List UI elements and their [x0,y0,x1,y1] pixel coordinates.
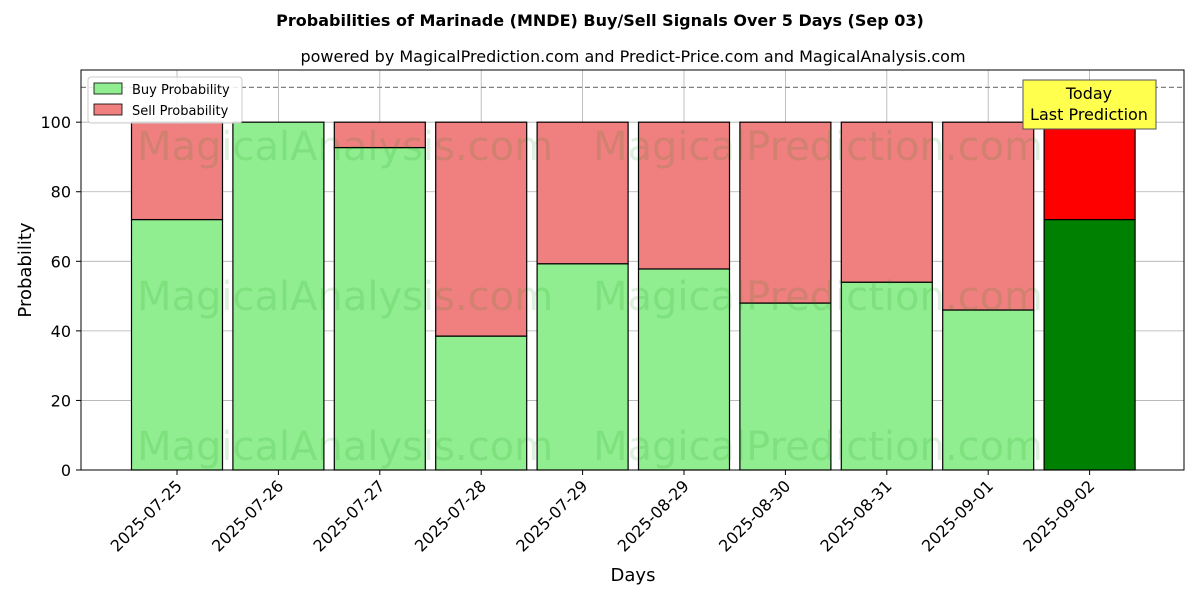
x-tick-label: 2025-08-31 [816,476,895,555]
buy-bar [739,302,832,471]
y-tick-label: 100 [40,113,71,132]
x-axis-label: Days [611,565,656,586]
watermark-text: MagicalPrediction.com [593,124,1043,170]
legend-box [87,76,243,124]
sell-bar [435,121,528,337]
x-tick-label: 2025-07-29 [512,476,591,555]
legend-buy-label: Buy Probability [132,83,230,98]
sell-bar [333,121,426,149]
y-tick-label: 20 [51,391,71,410]
y-tick-label: 60 [51,252,71,271]
sell-bar [942,121,1035,311]
legend-sell-label: Sell Probability [132,104,229,119]
y-tick-label: 80 [51,183,71,202]
plot-frame [80,69,1185,471]
sell-bar [840,121,933,283]
today-annotation-box [1022,79,1157,130]
x-tick-label: 2025-08-30 [715,476,794,555]
chart-subtitle: powered by MagicalPrediction.com and Pre… [300,47,965,66]
bars-layer [130,121,1136,471]
last-prediction-label: Last Prediction [1030,105,1148,124]
x-tick-label: 2025-07-27 [309,476,388,555]
sell-bar [739,121,832,304]
buy-bar [840,281,933,471]
legend-sell-swatch [93,103,123,116]
sell-bar [1043,121,1136,221]
buy-bar [942,309,1035,471]
today-annotation: Today Last Prediction [1022,79,1157,130]
today-label: Today [1065,84,1112,103]
sell-bar [130,121,224,221]
buy-bar [130,218,224,471]
buy-bar [435,335,528,471]
y-tick-label: 40 [51,322,71,341]
x-tick-label: 2025-07-28 [411,476,490,555]
y-axis-label: Probability [15,222,36,317]
chart-title: Probabilities of Marinade (MNDE) Buy/Sel… [276,11,924,30]
buy-bar [1043,218,1136,471]
watermark-text: MagicalAnalysis.com [137,124,553,170]
buy-bar [637,268,731,471]
x-tick-label: 2025-07-25 [107,476,186,555]
legend: Buy Probability Sell Probability [87,76,243,124]
x-tick-label: 2025-09-01 [918,476,997,555]
watermark-text: MagicalPrediction.com [593,274,1043,320]
x-tick-label: 2025-07-26 [208,476,287,555]
x-tick-label: 2025-08-29 [614,476,693,555]
buy-bar [333,146,426,471]
watermark-layer: MagicalAnalysis.com MagicalPrediction.com… [137,124,1043,470]
watermark-text: MagicalAnalysis.com [137,274,553,320]
sell-bar [536,121,629,265]
legend-buy-swatch [93,82,123,95]
sell-bar [637,121,731,270]
watermark-text: MagicalPrediction.com [593,424,1043,470]
x-tick-label: 2025-09-02 [1019,476,1098,555]
y-tick-label: 0 [61,461,71,480]
watermark-text: MagicalAnalysis.com [137,424,553,470]
